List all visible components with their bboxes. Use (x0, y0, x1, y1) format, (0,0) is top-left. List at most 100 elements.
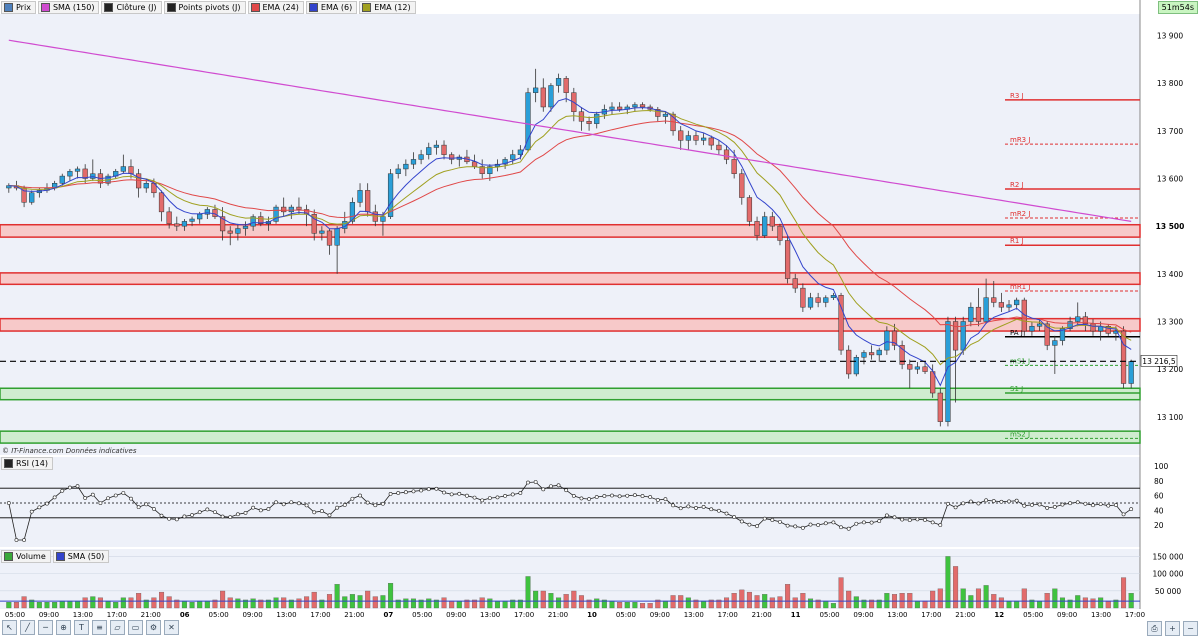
volume-bar (166, 596, 172, 609)
volume-bar (487, 598, 493, 609)
rsi-point (503, 493, 508, 498)
rsi-point (388, 492, 393, 496)
zoom-in-icon[interactable]: + (1165, 621, 1180, 636)
candle (769, 216, 775, 227)
rsi-point (403, 490, 408, 495)
legend-item[interactable]: Prix (1, 1, 36, 14)
rsi-point (839, 525, 843, 530)
rsi-point (1068, 501, 1073, 506)
candle (250, 216, 256, 227)
candle (639, 104, 646, 108)
pointer-tool-icon[interactable]: ↖ (2, 620, 17, 635)
legend-label: SMA (150) (52, 3, 95, 12)
legend-label: SMA (50) (67, 552, 105, 561)
volume-bar (899, 593, 905, 609)
legend-item[interactable]: EMA (6) (305, 1, 358, 14)
channel-icon[interactable]: ▱ (110, 620, 125, 635)
resistance-zone (0, 223, 1141, 238)
zoom-out-icon[interactable]: − (1183, 621, 1198, 636)
volume-bar (632, 602, 638, 609)
volume-bar (884, 593, 890, 609)
candle (594, 113, 600, 124)
volume-bar (479, 597, 485, 609)
rsi-point (877, 519, 882, 523)
volume-legend-item[interactable]: Volume (1, 550, 51, 563)
rsi-point (579, 496, 584, 501)
candle (693, 135, 699, 141)
settings-icon[interactable]: ⚙ (146, 620, 161, 635)
volume-bar (449, 600, 455, 609)
rsi-point (1106, 503, 1111, 508)
volume-bar (75, 600, 81, 609)
rsi-point (564, 488, 569, 493)
x-tick-label: 13:00 (684, 611, 704, 619)
candle (288, 206, 294, 213)
draw-line-icon[interactable]: ╱ (20, 620, 35, 635)
rsi-tick-label: 100 (1154, 462, 1169, 471)
volume-bar (426, 598, 432, 609)
volume-bar (662, 600, 668, 609)
candle (846, 349, 852, 375)
rsi-legend-item[interactable]: RSI (14) (1, 457, 53, 470)
rsi-point (266, 507, 271, 511)
candle (868, 352, 875, 356)
volume-bar (945, 556, 951, 609)
legend-item[interactable]: SMA (150) (37, 1, 100, 14)
rsi-point (335, 505, 340, 510)
rsi-point (869, 520, 874, 525)
legend-item[interactable]: Points pivots (J) (163, 1, 246, 14)
x-tick-label: 05:00 (616, 611, 636, 619)
volume-bar (82, 597, 88, 609)
rsi-point (396, 491, 401, 495)
rsi-legend: RSI (14) (1, 457, 53, 470)
volume-bar (685, 597, 691, 609)
text-tool-icon[interactable]: T (74, 620, 89, 635)
rsi-point (823, 521, 828, 526)
candle (273, 206, 279, 222)
resistance-zone (0, 317, 1141, 332)
candle (617, 106, 623, 110)
zoom-icon[interactable]: ⊕ (56, 620, 71, 635)
volume-tick-label: 50 000 (1155, 587, 1181, 596)
legend-item[interactable]: EMA (12) (359, 1, 416, 14)
legend-label: EMA (24) (262, 3, 299, 12)
volume-bar (578, 595, 584, 609)
candle (502, 159, 508, 165)
volume-legend-item[interactable]: SMA (50) (52, 550, 110, 563)
rsi-point (129, 496, 133, 501)
rsi-point (831, 520, 836, 525)
volume-bar (29, 599, 35, 609)
rectangle-icon[interactable]: ▭ (128, 620, 143, 635)
volume-bar (853, 596, 859, 609)
candle (823, 297, 829, 303)
candle (975, 306, 982, 322)
volume-bar (609, 600, 615, 609)
volume-bar (517, 599, 523, 609)
horizontal-line-icon[interactable]: ─ (38, 620, 53, 635)
volume-bar (21, 596, 27, 609)
copyright-note: © IT-Finance.com Données indicatives (2, 447, 137, 455)
candle (700, 137, 707, 141)
rsi-point (136, 505, 141, 510)
rsi-point (289, 500, 294, 505)
rsi-point (800, 525, 805, 530)
volume-bar (265, 599, 271, 609)
volume-bar (418, 599, 424, 609)
legend-item[interactable]: Clôture (J) (101, 1, 162, 14)
candle (365, 190, 371, 213)
legend-item[interactable]: EMA (24) (247, 1, 304, 14)
x-tick-label: 05:00 (209, 611, 229, 619)
print-icon[interactable]: ⎙ (1147, 621, 1162, 636)
pivot-label: PA J (1010, 329, 1023, 337)
volume-bar (1113, 599, 1119, 609)
fibonacci-icon[interactable]: ≡ (92, 620, 107, 635)
volume-tick-label: 150 000 (1152, 552, 1183, 561)
volume-bar (151, 597, 157, 609)
delete-icon[interactable]: ✕ (164, 620, 179, 635)
volume-bar (724, 597, 730, 609)
rsi-point (281, 502, 286, 507)
candle (158, 192, 165, 213)
volume-bar (357, 595, 363, 609)
rsi-point (495, 495, 500, 500)
volume-bar (388, 583, 394, 609)
